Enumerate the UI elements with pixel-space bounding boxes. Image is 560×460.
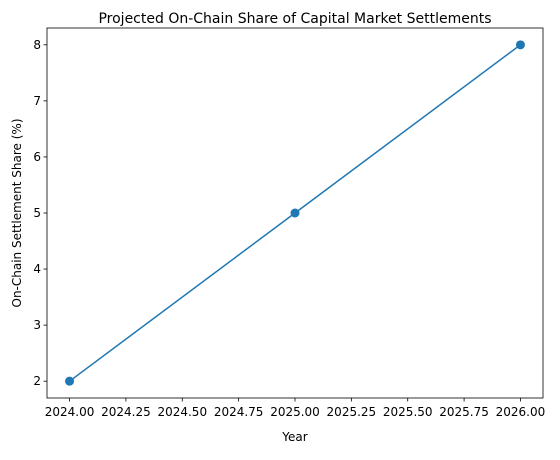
x-tick-label: 2024.50: [157, 405, 207, 419]
x-tick-label: 2024.00: [45, 405, 95, 419]
x-axis-ticks: 2024.00 2024.25 2024.50 2024.75 2025.00 2025.…: [45, 398, 546, 419]
y-tick-label: 7: [33, 94, 41, 108]
series-layer: [65, 40, 525, 386]
y-tick-label: 8: [33, 38, 41, 52]
y-tick-label: 2: [33, 374, 41, 388]
x-tick-label: 2025.25: [327, 405, 377, 419]
x-tick-label: 2026.00: [496, 405, 546, 419]
x-tick-label: 2024.75: [214, 405, 264, 419]
chart-title: Projected On-Chain Share of Capital Mark…: [98, 11, 491, 27]
y-tick-label: 4: [33, 262, 41, 276]
y-axis-ticks: 2 3 4 5 6 7 8: [33, 38, 47, 388]
data-point: [515, 40, 525, 50]
y-tick-label: 3: [33, 318, 41, 332]
x-tick-label: 2025.75: [439, 405, 489, 419]
y-tick-label: 6: [33, 150, 41, 164]
y-tick-label: 5: [33, 206, 41, 220]
y-axis-label: On-Chain Settlement Share (%): [10, 118, 24, 307]
x-tick-label: 2025.00: [270, 405, 320, 419]
x-tick-label: 2024.25: [101, 405, 151, 419]
x-tick-label: 2025.50: [383, 405, 433, 419]
data-point: [290, 208, 300, 218]
data-point: [65, 376, 75, 386]
x-axis-label: Year: [281, 430, 307, 444]
